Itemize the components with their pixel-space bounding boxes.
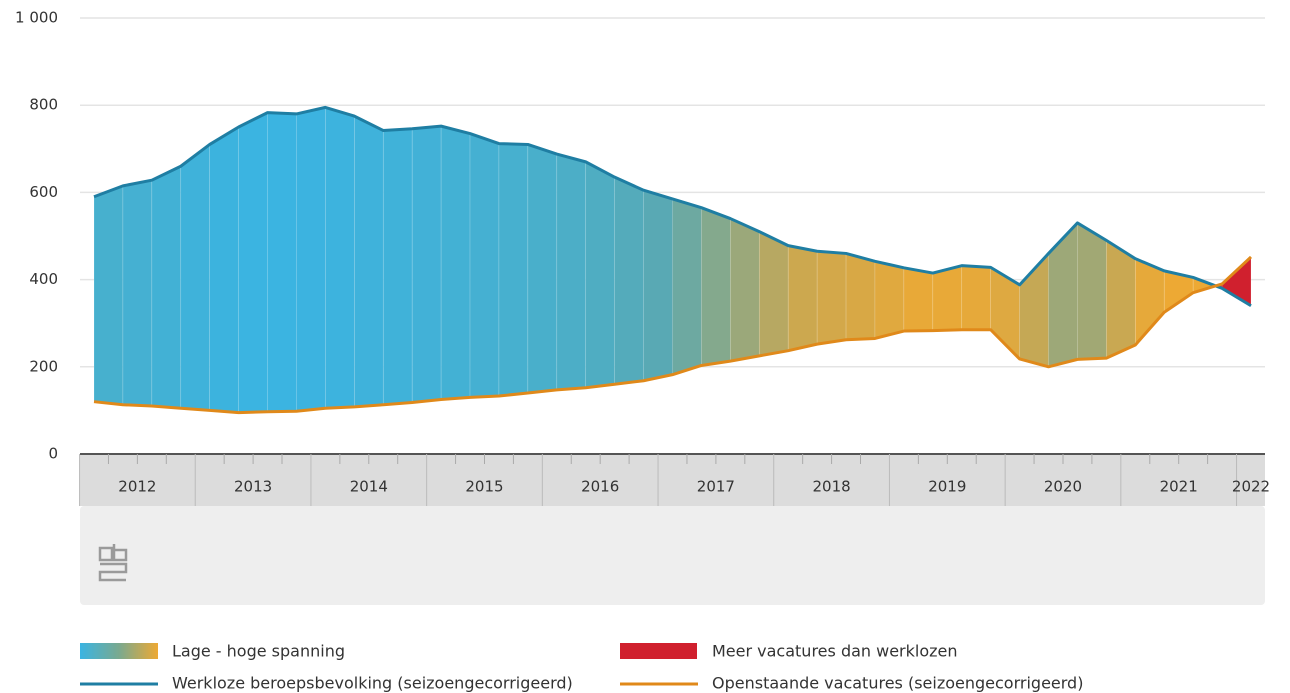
tension-fill xyxy=(498,143,529,397)
tension-fill xyxy=(382,128,413,406)
legend-swatch xyxy=(80,643,158,659)
legend-label: Meer vacatures dan werklozen xyxy=(712,642,958,661)
tension-fill xyxy=(672,198,702,376)
tension-fill xyxy=(585,161,615,389)
tension-fill xyxy=(556,153,587,391)
x-tick-label: 2022 xyxy=(1232,478,1270,496)
tension-fill xyxy=(758,231,789,357)
y-tick-label: 1 000 xyxy=(15,9,58,27)
x-tick-label: 2016 xyxy=(581,478,619,496)
tension-fill xyxy=(874,260,905,339)
tension-fill xyxy=(469,133,500,398)
tension-fill xyxy=(932,265,963,331)
tension-fill xyxy=(440,125,471,400)
tension-fill xyxy=(354,115,384,408)
tension-fill xyxy=(1048,222,1078,368)
y-tick-label: 0 xyxy=(48,445,58,463)
x-tick-label: 2014 xyxy=(350,478,388,496)
legend-swatch xyxy=(620,643,697,659)
tension-fill xyxy=(93,185,124,406)
y-tick-label: 600 xyxy=(29,183,58,201)
tension-fill xyxy=(1077,222,1107,360)
tension-fill xyxy=(122,179,153,407)
tension-fill xyxy=(151,165,182,409)
x-tick-label: 2013 xyxy=(234,478,272,496)
x-tick-label: 2019 xyxy=(928,478,966,496)
x-tick-label: 2021 xyxy=(1160,478,1198,496)
x-tick-label: 2018 xyxy=(812,478,850,496)
tension-fill xyxy=(787,245,818,352)
x-tick-label: 2017 xyxy=(697,478,735,496)
y-tick-label: 800 xyxy=(29,96,58,114)
tension-fill xyxy=(296,107,326,412)
tension-fill xyxy=(730,218,760,362)
tension-fill xyxy=(614,176,644,385)
tension-fill xyxy=(903,267,934,332)
legend-label: Lage - hoge spanning xyxy=(172,642,345,661)
logo xyxy=(98,544,128,582)
tension-fill xyxy=(411,125,442,403)
legend-label: Openstaande vacatures (seizoengecorrigee… xyxy=(712,674,1083,693)
tension-fill xyxy=(816,250,847,345)
x-tick-label: 2015 xyxy=(465,478,503,496)
tension-fill xyxy=(325,106,355,409)
tension-fill xyxy=(961,265,991,331)
x-tick-label: 2012 xyxy=(118,478,156,496)
x-tick-label: 2020 xyxy=(1044,478,1082,496)
x-axis-band xyxy=(80,454,1265,506)
series-line xyxy=(93,255,1253,415)
legend-label: Werkloze beroepsbevolking (seizoengecorr… xyxy=(172,674,573,693)
series-line xyxy=(93,105,1252,308)
y-tick-label: 400 xyxy=(29,270,58,288)
tension-fill xyxy=(1135,258,1165,346)
y-tick-label: 200 xyxy=(29,357,58,375)
tension-fill xyxy=(238,112,268,413)
tension-fill xyxy=(845,253,876,341)
tension-fill xyxy=(267,112,297,413)
tension-fill xyxy=(209,126,239,413)
tension-fill xyxy=(527,144,558,394)
footer-box xyxy=(80,506,1265,605)
tension-fill xyxy=(701,207,731,366)
tension-fill xyxy=(1106,239,1136,359)
tension-fill xyxy=(643,189,673,382)
tension-fill xyxy=(180,143,210,411)
